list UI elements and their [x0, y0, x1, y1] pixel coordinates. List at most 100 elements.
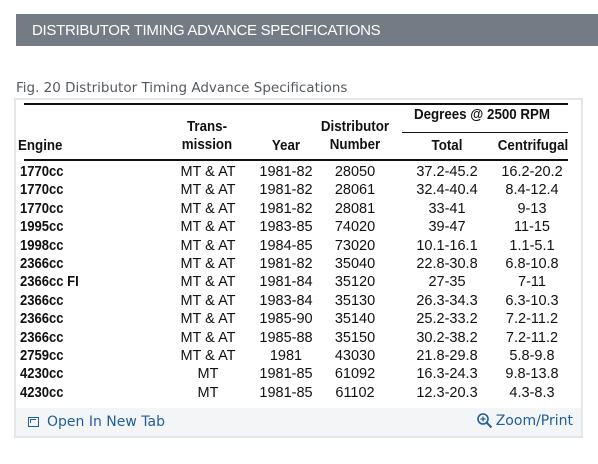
table-cell: 1998cc — [20, 237, 64, 254]
table-cell: 1985-88 — [259, 329, 313, 346]
column-engine: 1770cc 1770cc 1770cc 1995cc 1998cc 2366c… — [20, 163, 110, 402]
table-cell: 1983-85 — [259, 219, 313, 236]
table-cell: 32.4-40.4 — [416, 182, 478, 199]
section-title: DISTRIBUTOR TIMING ADVANCE SPECIFICATION… — [32, 21, 381, 39]
table-cell: 8.4-12.4 — [505, 182, 559, 199]
table-cell: 1995cc — [20, 219, 64, 236]
table-cell: 1981-85 — [259, 384, 313, 401]
table-cell: 6.3-10.3 — [505, 292, 559, 309]
table-cell: 28081 — [334, 200, 376, 217]
table-cell: 61102 — [335, 384, 375, 401]
table-cell: 35120 — [334, 274, 376, 291]
table-cell: MT & AT — [180, 200, 236, 217]
table-cell: 16.2-20.2 — [501, 164, 563, 180]
table-cell: 16.3-24.3 — [416, 366, 478, 383]
column-transmission: MT & AT MT & AT MT & AT MT & AT MT & AT … — [170, 163, 246, 402]
header-total: Total — [431, 138, 463, 154]
table-cell: 2366cc — [20, 329, 64, 346]
zoom-print-label: Zoom/Print — [495, 413, 573, 429]
header-degrees-group: Degrees @ 2500 RPM — [413, 107, 551, 123]
table-cell: 1981-82 — [259, 255, 313, 272]
table-cell: 6.8-10.8 — [505, 255, 559, 272]
section-header: DISTRIBUTOR TIMING ADVANCE SPECIFICATION… — [16, 14, 598, 46]
table-cell: 73020 — [334, 237, 376, 254]
table-cell: 7.2-11.2 — [505, 311, 559, 328]
table-cell: 61092 — [334, 366, 376, 383]
table-cell: MT & AT — [180, 274, 236, 291]
table-cell: MT & AT — [180, 182, 236, 199]
table-cell: 7.2-11.2 — [505, 329, 559, 346]
table-cell: MT & AT — [180, 219, 236, 236]
table-cell: 1981-84 — [259, 274, 313, 291]
external-link-icon — [28, 417, 39, 427]
header-transmission-line1: Trans- — [186, 119, 228, 135]
table-cell: 33-41 — [428, 200, 466, 217]
table-cell: 1985-90 — [259, 311, 313, 328]
table-cell: 1.1-5.1 — [509, 237, 555, 254]
table-cell: 2366cc FI — [20, 274, 79, 291]
table-cell: MT & AT — [180, 347, 236, 364]
table-cell: 22.8-30.8 — [416, 255, 478, 272]
table-cell: 39-47 — [428, 219, 466, 236]
table-cell: 2759cc — [20, 347, 64, 364]
spec-table: Engine Trans- mission Year Distributor N… — [18, 101, 576, 408]
table-cell: 11-15 — [513, 219, 550, 236]
table-cell: 35140 — [334, 311, 376, 328]
table-cell: 4230cc — [20, 384, 64, 401]
table-cell: MT & AT — [180, 292, 236, 309]
table-cell: MT — [197, 384, 219, 401]
table-cell: MT & AT — [180, 255, 236, 272]
table-cell: 7-11 — [518, 274, 546, 291]
table-cell: 26.3-34.3 — [416, 292, 478, 309]
table-cell: 5.8-9.8 — [509, 347, 555, 364]
table-cell: 35150 — [334, 329, 376, 346]
zoom-print-link[interactable]: Zoom/Print — [476, 412, 573, 430]
table-cell: 35040 — [334, 255, 376, 272]
table-cell: 1981-82 — [259, 200, 313, 217]
table-cell: 1984-85 — [259, 237, 313, 254]
degrees-group-rule — [402, 132, 568, 133]
column-distributor: 28050 28061 28081 74020 73020 35040 3512… — [320, 163, 390, 402]
figure-footer: Open In New Tab Zoom/Print — [16, 408, 581, 436]
table-cell: 9.8-13.8 — [505, 366, 559, 383]
open-in-new-tab-link[interactable]: Open In New Tab — [28, 414, 165, 430]
table-header-rule — [24, 159, 568, 161]
magnifier-icon — [476, 413, 492, 429]
table-cell: 1981 — [269, 347, 303, 364]
table-cell: 1981-85 — [259, 366, 313, 383]
table-cell: 4.3-8.3 — [509, 384, 555, 401]
header-transmission-line2: mission — [181, 137, 233, 153]
table-cell: 1770cc — [20, 200, 64, 217]
header-year: Year — [271, 138, 301, 154]
table-cell: 4230cc — [20, 366, 64, 383]
table-cell: 28050 — [334, 164, 376, 180]
table-cell: 2366cc — [20, 255, 64, 272]
table-cell: 35130 — [334, 292, 376, 309]
table-cell: 10.1-16.1 — [416, 237, 478, 254]
table-cell: 1981-82 — [259, 164, 313, 180]
header-distributor-line1: Distributor — [320, 119, 390, 135]
open-in-new-tab-label: Open In New Tab — [47, 414, 165, 430]
column-total: 37.2-45.2 32.4-40.4 33-41 39-47 10.1-16.… — [405, 163, 489, 402]
column-centrifugal: 16.2-20.2 8.4-12.4 9-13 11-15 1.1-5.1 6.… — [490, 163, 574, 402]
table-cell: 74020 — [334, 219, 376, 236]
table-cell: MT & AT — [180, 311, 236, 328]
header-engine: Engine — [18, 138, 63, 154]
figure-caption: Fig. 20 Distributor Timing Advance Speci… — [16, 80, 348, 96]
table-cell: 1770cc — [20, 164, 64, 180]
table-cell: 1981-82 — [259, 182, 313, 199]
table-cell: MT — [197, 366, 219, 383]
table-cell: 9-13 — [517, 200, 547, 217]
table-cell: 2366cc — [20, 311, 64, 328]
table-cell: 25.2-33.2 — [416, 311, 478, 328]
table-cell: 2366cc — [20, 292, 64, 309]
table-cell: MT & AT — [180, 237, 236, 254]
table-cell: 30.2-38.2 — [416, 329, 478, 346]
table-cell: 21.8-29.8 — [416, 347, 478, 364]
table-cell: 1770cc — [20, 182, 64, 199]
table-cell: 37.2-45.2 — [416, 164, 478, 180]
column-year: 1981-82 1981-82 1981-82 1983-85 1984-85 … — [250, 163, 322, 402]
table-cell: 1983-84 — [259, 292, 313, 309]
table-cell: 12.3-20.3 — [416, 384, 478, 401]
table-cell: 27-35 — [428, 274, 466, 291]
